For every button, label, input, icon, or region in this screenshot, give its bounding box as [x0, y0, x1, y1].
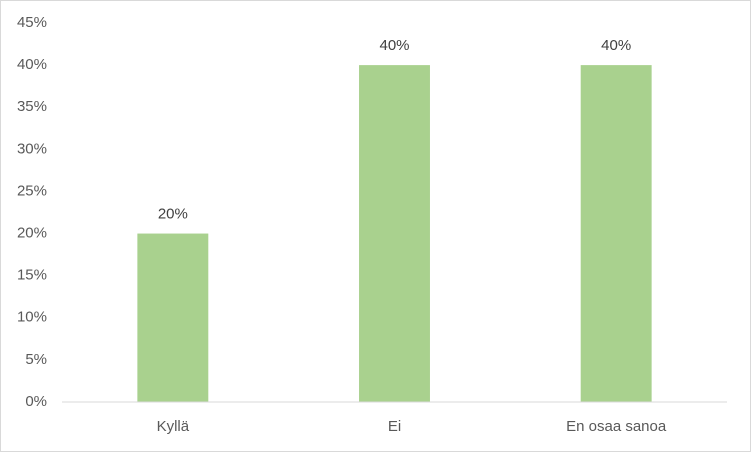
y-tick-label: 15%: [17, 267, 47, 284]
bar: [359, 65, 430, 402]
x-tick-label: En osaa sanoa: [566, 418, 667, 435]
value-label: 40%: [379, 37, 409, 54]
y-tick-label: 10%: [17, 309, 47, 326]
y-tick-label: 5%: [25, 351, 47, 368]
y-tick-label: 25%: [17, 182, 47, 199]
bar: [580, 65, 652, 402]
value-label: 40%: [601, 37, 631, 54]
y-tick-label: 40%: [17, 56, 47, 73]
y-tick-label: 45%: [17, 14, 47, 31]
value-label: 20%: [158, 206, 188, 223]
x-tick-label: Ei: [388, 418, 401, 435]
x-tick-label: Kyllä: [157, 418, 190, 435]
y-tick-label: 30%: [17, 140, 47, 157]
bar: [137, 233, 209, 402]
y-tick-label: 0%: [25, 393, 47, 410]
y-tick-label: 20%: [17, 225, 47, 242]
y-tick-label: 35%: [17, 98, 47, 115]
